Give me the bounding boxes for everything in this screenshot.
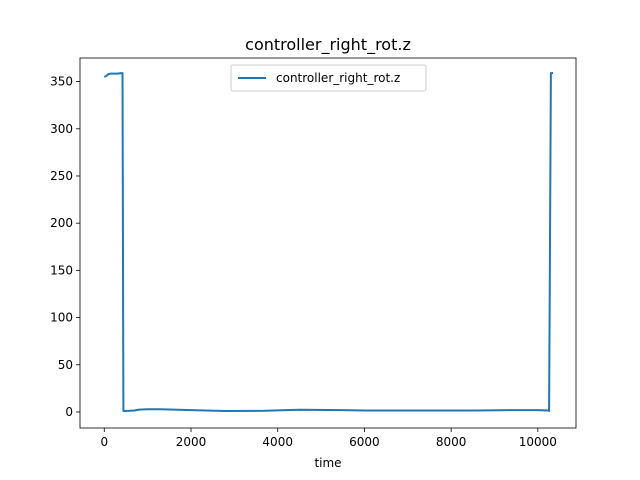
plot-area xyxy=(79,57,577,429)
x-tick-label: 10000 xyxy=(519,435,557,449)
plot-frame xyxy=(79,57,577,429)
y-tick-label: 250 xyxy=(50,169,73,183)
y-tick-label: 300 xyxy=(50,122,73,136)
x-tick-label: 2000 xyxy=(176,435,207,449)
x-tick-label: 4000 xyxy=(262,435,293,449)
legend: controller_right_rot.z xyxy=(230,64,427,92)
x-tick-label: 8000 xyxy=(436,435,467,449)
y-tick-label: 50 xyxy=(58,358,73,372)
x-tick-label: 0 xyxy=(100,435,108,449)
y-axis: 0 50 100 150 200 250 300 350 xyxy=(50,75,80,419)
series-line-0 xyxy=(103,72,553,412)
y-tick-label: 150 xyxy=(50,263,73,277)
y-tick-label: 200 xyxy=(50,216,73,230)
x-tick-label: 6000 xyxy=(349,435,380,449)
y-tick-label: 0 xyxy=(65,405,73,419)
y-tick-label: 350 xyxy=(50,75,73,89)
x-axis: 0 2000 4000 6000 8000 10000 xyxy=(100,428,557,449)
legend-entry: controller_right_rot.z xyxy=(276,71,400,85)
chart-title: controller_right_rot.z xyxy=(245,35,411,55)
legend-box xyxy=(230,64,427,92)
x-axis-label: time xyxy=(314,456,341,470)
plot-background xyxy=(80,58,576,428)
series-layer xyxy=(103,72,553,412)
y-tick-label: 100 xyxy=(50,311,73,325)
